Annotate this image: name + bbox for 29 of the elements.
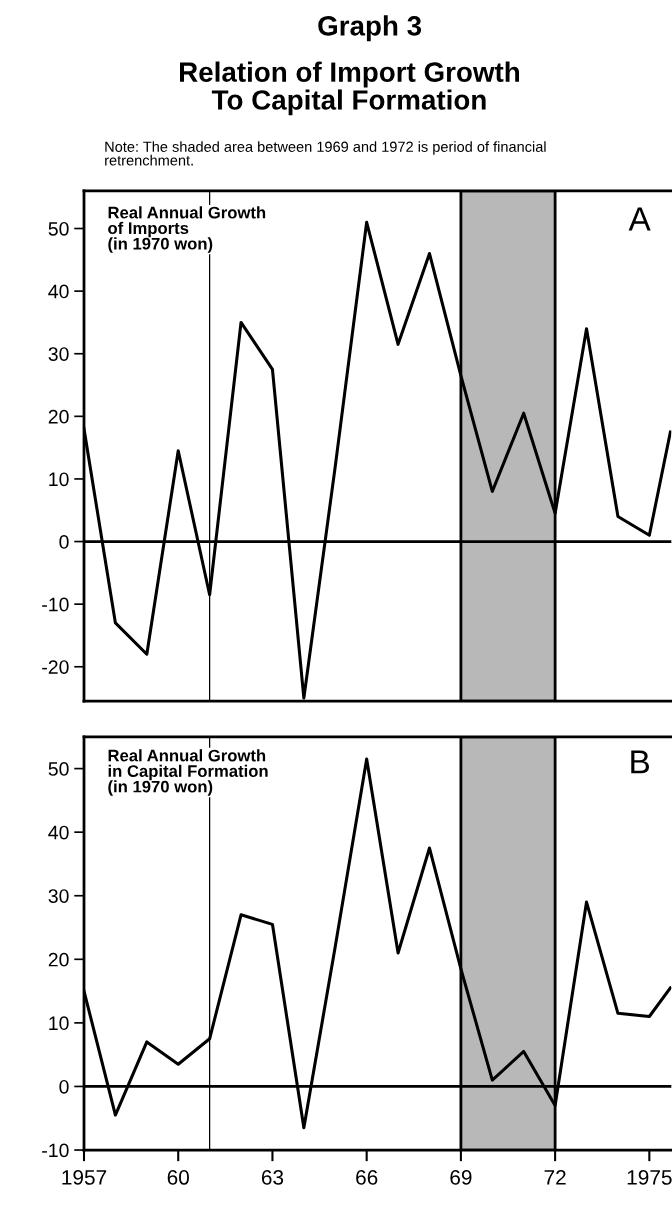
x-tick-label: 69: [450, 1170, 472, 1185]
x-tick-label: 60: [167, 1170, 189, 1185]
chart-title: Graph 3: [318, 15, 422, 42]
annotation: B: [631, 750, 650, 774]
y-tick-label: 30: [48, 347, 69, 361]
chart-subtitle: Relation of Import Growth To Capital Formation: [180, 61, 520, 116]
y-tick-label: 50: [48, 762, 69, 776]
x-tick-label: 66: [356, 1170, 378, 1185]
y-tick-label: 0: [59, 535, 69, 549]
y-tick-label: 20: [48, 409, 69, 424]
x-tick-label: 72: [544, 1170, 566, 1185]
y-tick-label: 10: [49, 1016, 69, 1031]
annotation: A: [628, 207, 651, 231]
y-tick-label: -20: [42, 660, 69, 674]
x-tick-label: 1957: [62, 1170, 107, 1185]
annotation: Real Annual Growth in Capital Formation (in 1970 won): [108, 749, 268, 796]
y-tick-label: -10: [42, 1143, 69, 1158]
y-tick-label: 0: [59, 1079, 69, 1094]
y-tick-label: 20: [48, 952, 69, 967]
y-tick-label: 40: [48, 284, 69, 299]
y-tick-label: 40: [48, 825, 69, 840]
y-tick-label: 50: [48, 221, 69, 236]
y-tick-label: 10: [49, 472, 69, 487]
x-tick-label: 63: [261, 1170, 284, 1185]
x-tick-label: 1975: [627, 1170, 672, 1185]
y-tick-label: 30: [48, 889, 69, 903]
annotation: Real Annual Growth of Imports (in 1970 won): [108, 206, 266, 253]
text: Note: The shaded area between 1969 and 1972 is period of financial retrenchment.: [105, 141, 546, 166]
y-tick-label: -10: [42, 597, 69, 612]
